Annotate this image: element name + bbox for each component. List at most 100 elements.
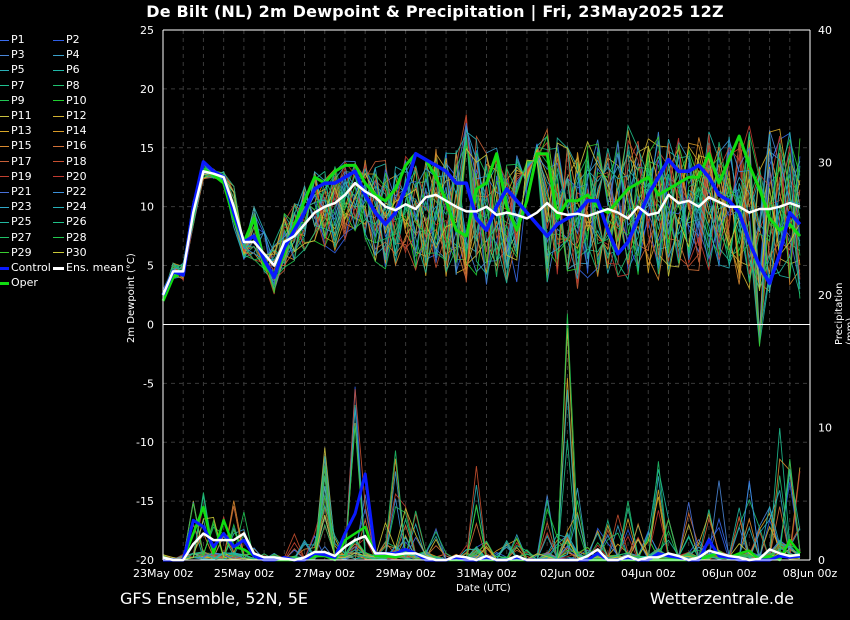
- legend-label: P15: [11, 139, 32, 153]
- legend-label: P30: [66, 245, 87, 259]
- legend-item: P25: [0, 214, 32, 229]
- legend-label: Control: [11, 261, 51, 274]
- legend-label: Oper: [11, 276, 38, 290]
- axis-ticks: 25 20 15 10 5 0 -5 -10 -15 -20 40 30 20 10 0 23May 00z 2…: [133, 24, 837, 580]
- left-tick-label: 20: [140, 83, 154, 96]
- legend-item: P7: [0, 78, 25, 93]
- x-tick-label: 31May 00z: [456, 567, 516, 580]
- legend-label: P6: [66, 63, 80, 77]
- model-source: GFS Ensemble, 52N, 5E: [120, 589, 308, 608]
- legend-label: P17: [11, 154, 32, 168]
- legend-swatch: [0, 206, 9, 208]
- legend-label: P24: [66, 200, 87, 214]
- legend-item: P14: [53, 123, 87, 138]
- legend-label: P29: [11, 245, 32, 259]
- legend-swatch: [0, 100, 9, 102]
- legend-item: P10: [53, 93, 87, 108]
- legend-label: P21: [11, 185, 32, 198]
- legend-label: P3: [11, 48, 25, 62]
- legend-label: Ens. mean: [66, 261, 124, 274]
- ensemble-spread-lines: [162, 114, 801, 561]
- legend-swatch: [53, 206, 64, 208]
- legend-swatch: [0, 252, 9, 254]
- legend-swatch: [53, 221, 64, 223]
- legend-swatch: [53, 161, 64, 163]
- right-tick-label: 40: [818, 24, 832, 37]
- legend-swatch: [53, 100, 64, 102]
- legend-label: P1: [11, 33, 25, 46]
- legend-item: P22: [53, 184, 87, 199]
- legend-label: P18: [66, 154, 87, 168]
- legend-swatch: [0, 237, 9, 239]
- legend-label: P19: [11, 169, 32, 183]
- legend-label: P8: [66, 78, 80, 92]
- legend-swatch: [53, 176, 64, 178]
- legend-label: P2: [66, 33, 80, 46]
- legend-swatch: [0, 85, 9, 87]
- site-credit[interactable]: Wetterzentrale.de: [649, 589, 794, 608]
- legend-swatch: [53, 266, 64, 270]
- legend-swatch: [0, 39, 9, 41]
- legend-swatch: [53, 69, 64, 71]
- legend-swatch: [0, 221, 9, 223]
- legend-item: P16: [53, 138, 87, 153]
- legend-swatch: [0, 176, 9, 178]
- ens-mean-precip-line: [162, 532, 801, 562]
- left-tick-label: -15: [136, 495, 154, 508]
- legend-item: P26: [53, 214, 87, 229]
- legend-swatch: [53, 130, 64, 132]
- legend-item: Oper: [0, 275, 38, 290]
- legend-label: P26: [66, 215, 87, 229]
- left-axis-title: 2m Dewpoint (°C): [126, 253, 137, 343]
- x-tick-label: 23May 00z: [133, 567, 193, 580]
- legend-item: P23: [0, 199, 32, 214]
- legend-item: P11: [0, 108, 32, 123]
- legend-swatch: [0, 191, 9, 193]
- legend-label: P12: [66, 109, 87, 122]
- legend-swatch: [53, 145, 64, 147]
- legend-item: Control: [0, 260, 51, 275]
- legend-label: P27: [11, 230, 32, 244]
- legend-label: P10: [66, 93, 87, 107]
- legend-item: P2: [53, 32, 80, 47]
- legend-label: P25: [11, 215, 32, 229]
- left-tick-label: 0: [147, 318, 154, 331]
- legend-swatch: [0, 130, 9, 132]
- legend-item: P9: [0, 93, 25, 108]
- legend-swatch: [53, 54, 64, 56]
- x-tick-label: 29May 00z: [376, 567, 436, 580]
- left-tick-label: -5: [143, 377, 154, 390]
- legend-item: P1: [0, 32, 25, 47]
- right-tick-label: 0: [818, 554, 825, 567]
- legend-label: P13: [11, 124, 32, 138]
- member-dewpoint-line-p12: [162, 138, 801, 298]
- left-tick-label: -10: [136, 436, 154, 449]
- legend-item: P21: [0, 184, 32, 199]
- x-tick-label: 27May 00z: [295, 567, 355, 580]
- left-tick-label: 10: [140, 201, 154, 214]
- legend-item: P15: [0, 138, 32, 153]
- legend-item: P12: [53, 108, 87, 123]
- legend-label: P20: [66, 169, 87, 183]
- legend-label: P11: [11, 109, 32, 122]
- legend-label: P16: [66, 139, 87, 153]
- legend-swatch: [53, 85, 64, 87]
- right-tick-label: 20: [818, 289, 832, 302]
- legend-swatch: [53, 39, 64, 41]
- x-tick-label: 08Jun 00z: [783, 567, 838, 580]
- legend-item: P4: [53, 47, 80, 62]
- member-precip-line-p27: [162, 450, 801, 561]
- legend-item: P6: [53, 62, 80, 77]
- plot-frame: [162, 29, 811, 561]
- legend-label: P4: [66, 48, 80, 62]
- control-dewpoint-line: [161, 151, 802, 296]
- legend-swatch: [0, 161, 9, 163]
- legend-item: P27: [0, 230, 32, 245]
- legend-item: P19: [0, 169, 32, 184]
- legend-label: P9: [11, 93, 25, 107]
- member-precip-line-p24: [162, 389, 801, 561]
- legend-swatch: [0, 281, 9, 285]
- legend-label: P28: [66, 230, 87, 244]
- legend-item: P20: [53, 169, 87, 184]
